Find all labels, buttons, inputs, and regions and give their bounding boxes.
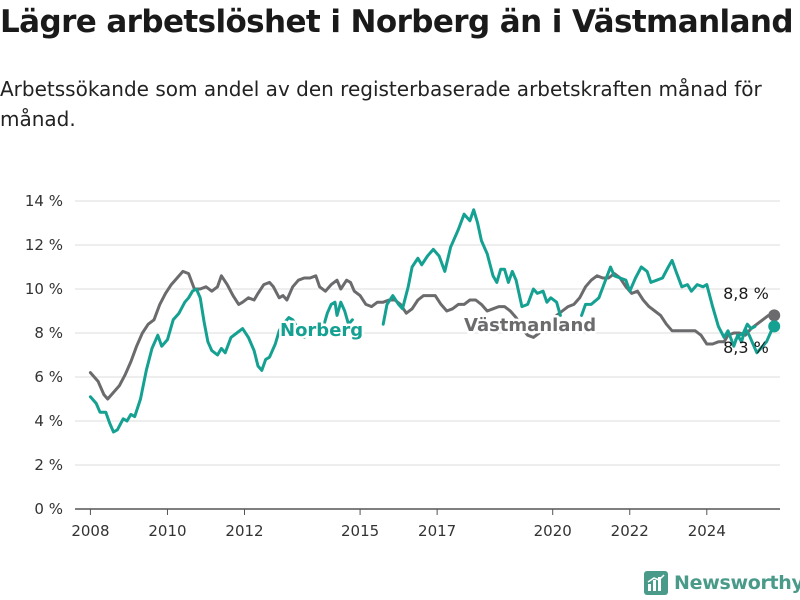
x-tick-label: 2020 — [534, 522, 572, 540]
y-tick-label: 6 % — [34, 368, 63, 386]
grid-lines — [75, 200, 780, 510]
x-axis-ticks: 2008 2010 2012 2015 2017 2020 2022 2024 — [71, 509, 726, 540]
end-point-norberg — [768, 320, 781, 333]
chart-title: Lägre arbetslöshet i Norberg än i Västma… — [0, 4, 794, 40]
x-tick-label: 2015 — [341, 522, 379, 540]
x-tick-label: 2012 — [225, 522, 263, 540]
x-tick-label: 2024 — [688, 522, 726, 540]
brand-name: Newsworthy — [674, 572, 800, 594]
series-label-norberg: Norberg — [280, 320, 363, 341]
y-tick-label: 14 % — [25, 192, 63, 210]
newsworthy-logo-icon — [644, 571, 668, 595]
y-tick-label: 10 % — [25, 280, 63, 298]
series-label-norberg-halo: Norberg — [280, 320, 363, 341]
series-line-vastmanland — [88, 269, 770, 401]
x-tick-label: 2022 — [611, 522, 649, 540]
series-lines — [88, 208, 781, 434]
y-tick-label: 2 % — [34, 456, 63, 474]
y-tick-label: 12 % — [25, 236, 63, 254]
series-label-vastmanland: Västmanland — [464, 315, 596, 336]
end-point-vastmanland — [768, 309, 781, 322]
chart-subtitle: Arbetssökande som andel av den registerb… — [0, 77, 762, 131]
series-label-vastmanland-halo: Västmanland — [464, 315, 596, 336]
end-label-norberg: 8,3 % — [723, 338, 769, 357]
y-tick-label: 0 % — [34, 500, 63, 518]
y-axis-ticks: 0 % 2 % 4 % 6 % 8 % 10 % 12 % 14 % — [25, 192, 63, 518]
x-tick-label: 2008 — [71, 522, 109, 540]
x-tick-label: 2017 — [418, 522, 456, 540]
end-label-vastmanland: 8,8 % — [723, 284, 769, 303]
y-tick-label: 4 % — [34, 412, 63, 430]
x-tick-label: 2010 — [148, 522, 186, 540]
y-tick-label: 8 % — [34, 324, 63, 342]
series-line-norberg — [88, 208, 780, 434]
newsworthy-brand: Newsworthy — [644, 569, 800, 597]
